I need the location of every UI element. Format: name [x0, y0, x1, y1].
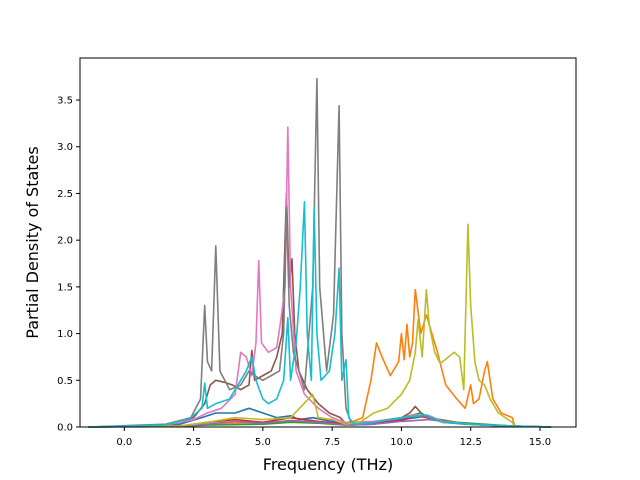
x-tick-label: 15.0: [529, 437, 551, 448]
y-axis-label: Partial Density of States: [23, 146, 42, 338]
y-axis-ticks: 0.0 0.5 1.0 1.5 2.0 2.5 3.0 3.5: [57, 96, 80, 434]
series-line-8: [88, 77, 552, 428]
series-line-9: [88, 223, 516, 428]
y-tick-label: 1.0: [57, 329, 73, 340]
y-tick-label: 1.5: [57, 282, 73, 293]
x-tick-label: 5.0: [255, 437, 271, 448]
y-tick-label: 2.0: [57, 236, 73, 247]
y-tick-label: 0.5: [57, 376, 73, 387]
x-tick-label: 10.0: [390, 437, 412, 448]
x-axis-ticks: 0.0 2.5 5.0 7.5 10.0 12.5 15.0: [116, 427, 551, 448]
y-tick-label: 3.0: [57, 142, 73, 153]
series-line-10: [88, 201, 552, 428]
series-layer: [88, 77, 552, 428]
y-tick-label: 0.0: [57, 423, 73, 434]
x-axis-label: Frequency (THz): [263, 455, 393, 474]
x-tick-label: 7.5: [324, 437, 340, 448]
x-tick-label: 12.5: [460, 437, 482, 448]
y-tick-label: 3.5: [57, 96, 73, 107]
x-tick-label: 0.0: [116, 437, 132, 448]
y-tick-label: 2.5: [57, 189, 73, 200]
x-tick-label: 2.5: [186, 437, 202, 448]
plot-frame: [79, 57, 577, 428]
